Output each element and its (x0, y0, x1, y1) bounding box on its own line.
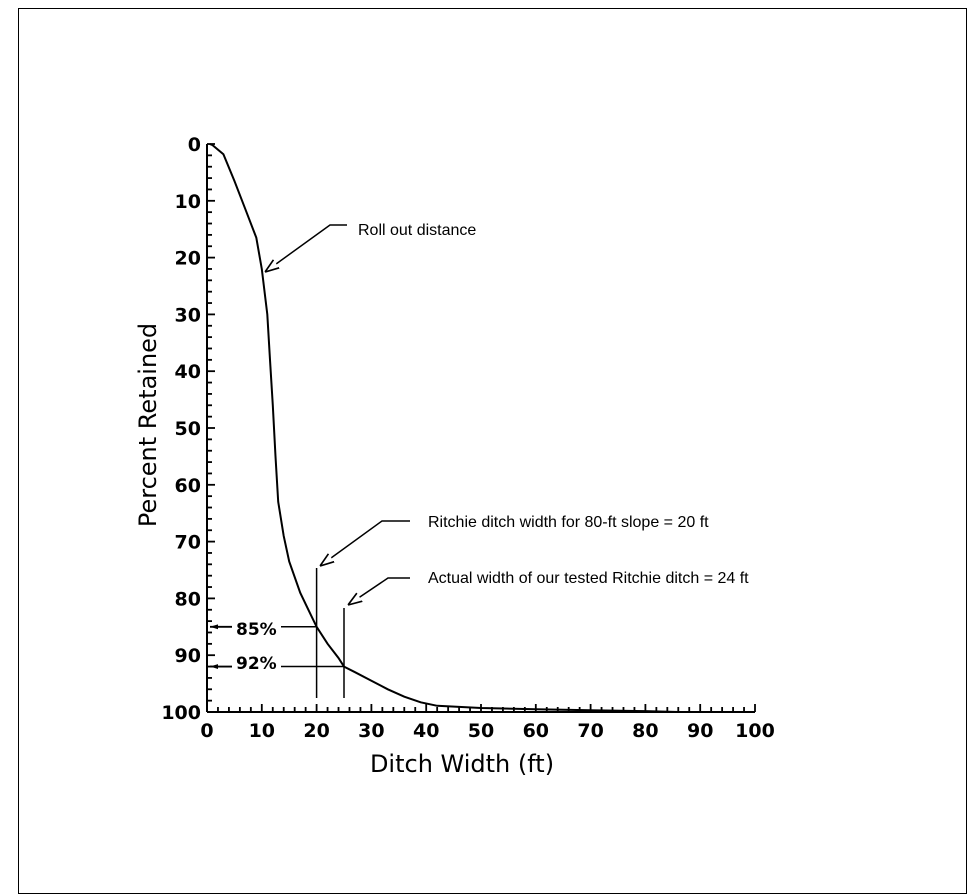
x-tick-label: 40 (413, 720, 439, 742)
pct-85-label: 85% (236, 620, 277, 640)
rollout-label: Roll out distance (358, 222, 476, 239)
pct-92-label: 92% (236, 654, 277, 674)
x-tick-label: 70 (577, 720, 603, 742)
y-tick-label: 0 (188, 134, 201, 156)
y-tick-label: 80 (175, 588, 201, 610)
x-tick-label: 0 (200, 720, 213, 742)
x-tick-label: 10 (249, 720, 275, 742)
x-tick-label: 30 (358, 720, 384, 742)
actual-leader (348, 577, 410, 605)
y-tick-label: 40 (175, 361, 201, 383)
y-tick-label: 70 (175, 532, 201, 554)
x-tick-label: 80 (632, 720, 658, 742)
ritchie-label: Ritchie ditch width for 80-ft slope = 20… (428, 514, 709, 531)
x-tick-label: 100 (735, 720, 775, 742)
rollout-leader (265, 224, 347, 272)
y-tick-label: 90 (175, 645, 201, 667)
y-tick-label: 50 (175, 418, 201, 440)
x-tick-label: 90 (687, 720, 713, 742)
y-axis-title: Percent Retained (134, 323, 162, 527)
ritchie-leader (320, 520, 410, 566)
y-tick-label: 100 (161, 702, 201, 724)
y-tick-label: 60 (175, 475, 201, 497)
figure-frame (18, 8, 967, 894)
x-tick-label: 20 (303, 720, 329, 742)
annotations (210, 224, 410, 698)
x-tick-label: 60 (523, 720, 549, 742)
x-axis-title: Ditch Width (ft) (370, 750, 554, 778)
y-tick-label: 20 (175, 248, 201, 270)
y-tick-label: 10 (175, 191, 201, 213)
x-tick-label: 50 (468, 720, 494, 742)
y-tick-label: 30 (175, 304, 201, 326)
actual-label: Actual width of our tested Ritchie ditch… (428, 570, 749, 587)
